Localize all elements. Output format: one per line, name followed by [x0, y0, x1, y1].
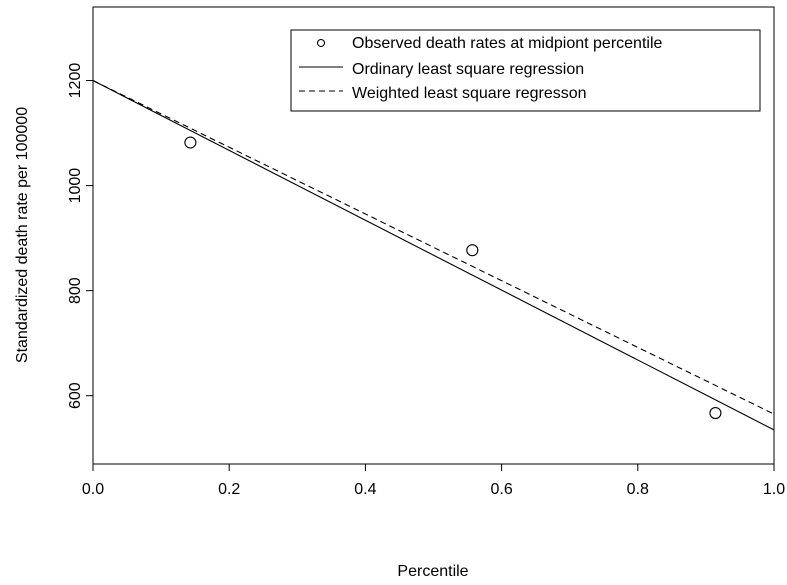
x-tick-label: 1.0: [763, 481, 785, 498]
series-layer: [93, 81, 774, 430]
data-point: [185, 137, 196, 148]
x-tick-label: 0.0: [82, 481, 104, 498]
data-point: [710, 408, 721, 419]
x-tick-label: 0.2: [218, 481, 240, 498]
y-axis-title: Standardized death rate per 100000: [14, 107, 31, 363]
ols-regression-line: [93, 81, 774, 430]
x-axis-title: Percentile: [397, 563, 468, 580]
legend-label: Weighted least square regresson: [352, 85, 587, 102]
x-tick-label: 0.4: [354, 481, 376, 498]
y-tick-label: 600: [67, 382, 84, 409]
y-tick-label: 1000: [67, 168, 84, 204]
x-tick-label: 0.6: [490, 481, 512, 498]
legend: Observed death rates at midpiont percent…: [291, 30, 760, 111]
x-axis: 0.0 0.2 0.4 0.6 0.8 1.0: [82, 464, 785, 498]
wls-regression-line: [93, 81, 774, 415]
y-tick-label: 1200: [67, 63, 84, 99]
x-tick-label: 0.8: [627, 481, 649, 498]
data-point: [467, 245, 478, 256]
y-tick-label: 800: [67, 277, 84, 304]
legend-label: Observed death rates at midpiont percent…: [352, 35, 663, 52]
legend-label: Ordinary least square regression: [352, 61, 584, 78]
y-axis: 600 800 1000 1200: [67, 63, 93, 409]
